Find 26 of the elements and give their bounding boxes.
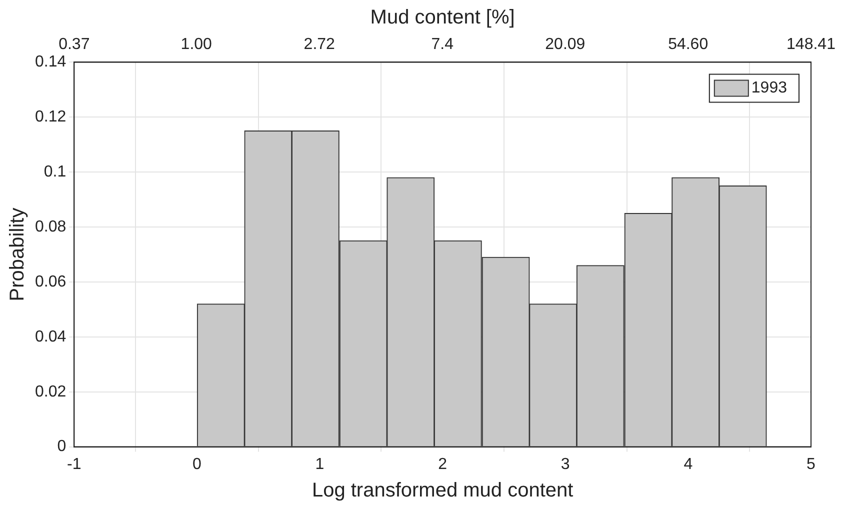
legend-label: 1993 [751,80,788,97]
y-axis-title: Probability [6,208,29,302]
x-tick-label: -1 [67,456,82,473]
x2-axis-title: Mud content [%] [370,6,515,29]
y-tick-label: 0.06 [35,273,66,290]
x2-tick-label: 1.00 [180,36,212,54]
x2-tick-label: 2.72 [304,36,336,54]
x2-tick-label: 54.60 [668,36,708,54]
x2-tick-label: 20.09 [545,36,586,54]
y-tick-label: 0 [57,438,66,456]
x-axis-title: Log transformed mud content [312,480,574,502]
y-tick-label: 0.1 [44,163,66,180]
x-tick-label: 0 [192,456,202,473]
x2-tick-label: 0.37 [58,36,90,54]
x-tick-label: 3 [560,456,570,473]
x-tick-label: 2 [438,456,448,473]
x-tick-label: 4 [684,456,693,473]
y-tick-label: 0.02 [35,383,66,400]
y-tick-label: 0.14 [35,54,66,71]
x2-tick-label: 148.41 [786,36,836,54]
y-tick-label: 0.08 [35,218,66,236]
x-tick-label: 1 [315,456,324,473]
y-tick-label: 0.04 [35,328,66,346]
x-tick-label: 5 [806,456,816,473]
x2-tick-label: 7.4 [431,36,454,54]
y-tick-label: 0.12 [35,108,66,126]
